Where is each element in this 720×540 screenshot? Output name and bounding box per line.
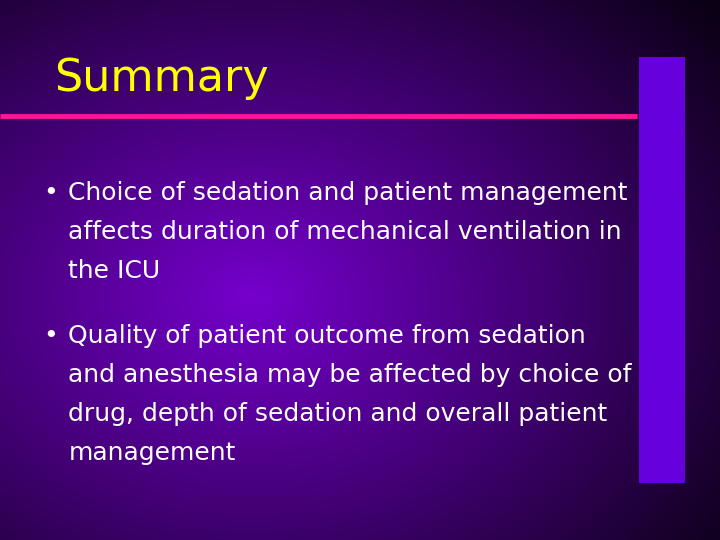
Text: affects duration of mechanical ventilation in: affects duration of mechanical ventilati… [68,220,622,244]
Text: •: • [43,181,58,205]
Text: drug, depth of sedation and overall patient: drug, depth of sedation and overall pati… [68,402,608,426]
Bar [639,57,685,483]
Text: •: • [43,324,58,348]
Text: Choice of sedation and patient management: Choice of sedation and patient managemen… [68,181,628,205]
Text: Summary: Summary [54,57,269,100]
Text: Quality of patient outcome from sedation: Quality of patient outcome from sedation [68,324,586,348]
Text: the ICU: the ICU [68,259,161,282]
Text: management: management [68,441,235,464]
Text: and anesthesia may be affected by choice of: and anesthesia may be affected by choice… [68,363,632,387]
